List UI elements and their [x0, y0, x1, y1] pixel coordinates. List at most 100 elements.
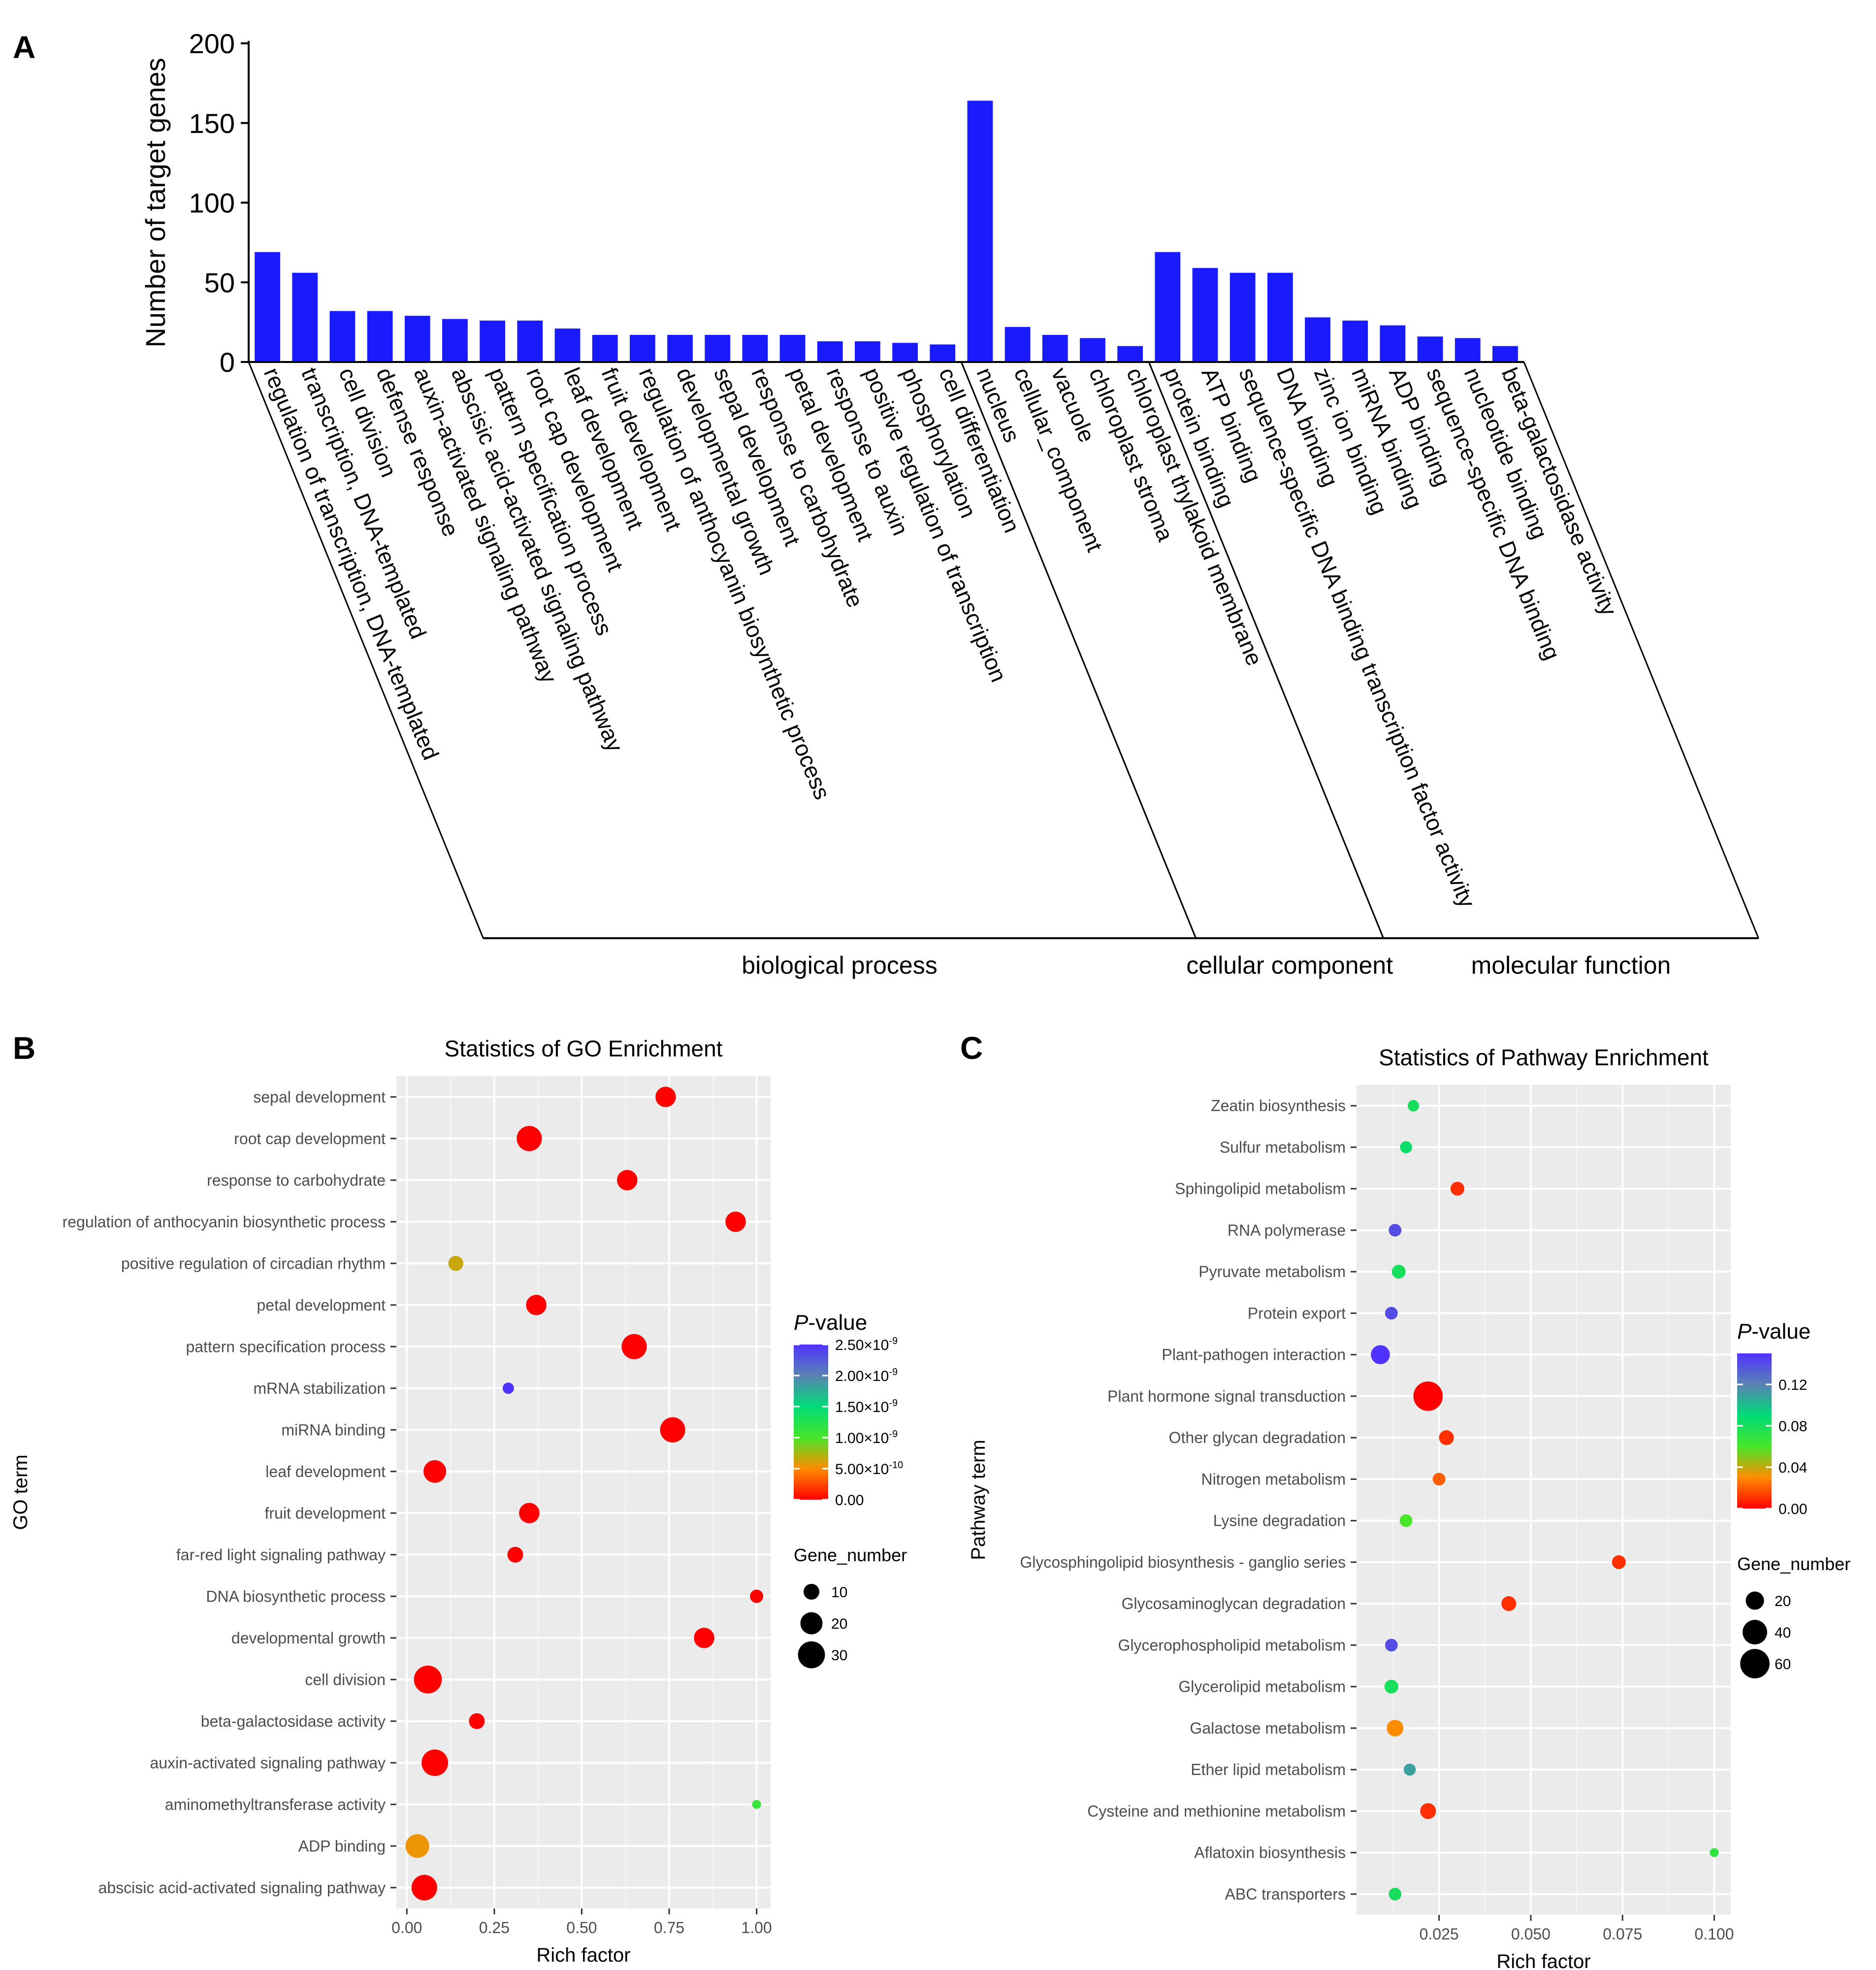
size-legend-title: Gene_number [794, 1545, 907, 1565]
term-label-glycerophospholipid-metabolism: Glycerophospholipid metabolism [1118, 1636, 1346, 1654]
point-root-cap-development [517, 1126, 542, 1151]
panel-label-b: B [13, 1030, 35, 1066]
point-developmental-growth [694, 1627, 714, 1648]
bar-sequence-specific-dna-binding [1417, 336, 1443, 362]
point-lysine-degradation [1399, 1514, 1413, 1527]
term-label-abscisic-acid-activated-signaling-pathway: abscisic acid-activated signaling pathwa… [98, 1879, 386, 1897]
group-label-molecular-function: molecular function [1471, 952, 1671, 979]
point-sulfur-metabolism [1400, 1141, 1412, 1153]
term-label-sepal-development: sepal development [253, 1088, 386, 1106]
size-legend-label: 10 [831, 1584, 847, 1601]
term-label-aminomethyltransferase-activity: aminomethyltransferase activity [165, 1796, 386, 1813]
y-tick-label: 100 [189, 188, 235, 219]
y-tick-label: 200 [189, 28, 235, 59]
bar-transcription-dna-templated [292, 272, 318, 362]
panel-label-c: C [960, 1030, 983, 1066]
panel-label-a: A [13, 30, 35, 65]
point-leaf-development [423, 1460, 447, 1483]
term-label-nitrogen-metabolism: Nitrogen metabolism [1201, 1470, 1346, 1488]
bar-response-to-auxin [817, 341, 843, 362]
bar-beta-galactosidase-activity [1492, 346, 1518, 362]
x-axis-title: Rich factor [536, 1944, 630, 1966]
color-legend-label: 0.00 [835, 1492, 864, 1509]
point-pattern-specification-process [621, 1334, 647, 1359]
bar-nucleus [967, 100, 993, 362]
point-mrna-stabilization [502, 1382, 514, 1394]
group-divider-right [1523, 361, 1759, 939]
term-label-protein-export: Protein export [1248, 1304, 1346, 1322]
size-legend-title: Gene_number [1737, 1554, 1850, 1574]
bar-cellular-component [1004, 327, 1031, 362]
color-legend-label: 1.50×10-9 [835, 1398, 898, 1415]
bar-positive-regulation-of-transcription [855, 341, 880, 362]
point-ether-lipid-metabolism [1403, 1763, 1416, 1776]
point-galactose-metabolism [1387, 1719, 1404, 1737]
term-label-positive-regulation-of-circadian-rhythm: positive regulation of circadian rhythm [121, 1254, 386, 1272]
point-protein-export [1385, 1307, 1398, 1320]
term-label-leaf-development: leaf development [265, 1463, 386, 1480]
color-legend-label: 1.00×10-9 [835, 1429, 898, 1446]
bar-chloroplast-stroma [1080, 338, 1105, 362]
color-legend-title: P-value [1737, 1319, 1811, 1344]
size-legend-dot [1746, 1591, 1764, 1610]
term-label-glycerolipid-metabolism: Glycerolipid metabolism [1178, 1678, 1346, 1696]
bar-chloroplast-thylakoid-membrane [1117, 346, 1143, 362]
x-tick-label: 0.25 [479, 1919, 510, 1937]
term-label-response-to-carbohydrate: response to carbohydrate [207, 1171, 386, 1189]
size-legend-label: 20 [1775, 1593, 1791, 1609]
term-label-cysteine-and-methionine-metabolism: Cysteine and methionine metabolism [1087, 1802, 1346, 1820]
color-legend-title: P-value [794, 1311, 867, 1335]
term-label-petal-development: petal development [257, 1296, 386, 1314]
point-pyruvate-metabolism [1391, 1265, 1406, 1279]
point-regulation-of-anthocyanin-biosynthetic-process [725, 1211, 746, 1232]
size-legend-dot [1743, 1620, 1767, 1644]
group-label-biological-process: biological process [742, 952, 937, 979]
color-legend-bar [794, 1345, 828, 1500]
group-divider-left [248, 361, 484, 939]
term-label-abc-transporters: ABC transporters [1225, 1885, 1346, 1903]
chart-title: Statistics of Pathway Enrichment [1379, 1045, 1709, 1070]
term-label-root-cap-development: root cap development [234, 1130, 386, 1148]
point-aflatoxin-biosynthesis [1710, 1848, 1719, 1857]
size-legend-dot [800, 1612, 823, 1635]
term-label-pyruvate-metabolism: Pyruvate metabolism [1198, 1263, 1346, 1280]
color-legend-label: 0.04 [1779, 1460, 1807, 1476]
term-label-glycosaminoglycan-degradation: Glycosaminoglycan degradation [1122, 1595, 1346, 1612]
color-legend-label: 0.12 [1779, 1377, 1807, 1393]
color-legend-label: 5.00×10-10 [835, 1460, 903, 1478]
bar-root-cap-development [517, 320, 543, 362]
color-legend-label: 2.00×10-9 [835, 1367, 898, 1384]
x-axis-title: Rich factor [1496, 1951, 1590, 1970]
x-tick-label: 1.00 [741, 1919, 772, 1937]
bar-fruit-development [592, 335, 618, 362]
color-legend-bar [1737, 1353, 1772, 1509]
term-label-beta-galactosidase-activity: beta-galactosidase activity [201, 1712, 386, 1730]
point-other-glycan-degradation [1439, 1430, 1454, 1445]
y-axis-title: Number of target genes [140, 58, 171, 347]
bar-protein-binding [1155, 252, 1181, 362]
point-zeatin-biosynthesis [1407, 1100, 1420, 1112]
point-sepal-development [655, 1086, 676, 1108]
y-tick-label: 0 [220, 347, 235, 378]
x-tick-label: 0.100 [1694, 1925, 1734, 1943]
term-label-plant-hormone-signal-transduction: Plant hormone signal transduction [1107, 1387, 1346, 1405]
term-label-lysine-degradation: Lysine degradation [1213, 1512, 1346, 1530]
point-response-to-carbohydrate [617, 1170, 638, 1191]
x-tick-label: 0.050 [1511, 1925, 1551, 1943]
point-petal-development [526, 1294, 547, 1315]
chart-title: Statistics of GO Enrichment [445, 1036, 723, 1061]
size-legend-dot [1740, 1649, 1770, 1678]
point-abscisic-acid-activated-signaling-pathway [411, 1874, 437, 1901]
x-tick-label: 0.00 [391, 1919, 422, 1937]
term-label-pattern-specification-process: pattern specification process [186, 1338, 386, 1355]
size-legend-label: 20 [831, 1616, 847, 1632]
group-divider-left [960, 361, 1197, 939]
term-label-galactose-metabolism: Galactose metabolism [1190, 1719, 1346, 1737]
go-enrichment-scatter: sepal development root cap development res… [10, 1036, 907, 1966]
size-legend-label: 40 [1775, 1625, 1791, 1641]
point-far-red-light-signaling-pathway [507, 1546, 523, 1563]
term-label-rna-polymerase: RNA polymerase [1228, 1221, 1346, 1239]
term-label-regulation-of-anthocyanin-biosynthetic-process: regulation of anthocyanin biosynthetic p… [63, 1213, 386, 1231]
bar-cell-differentiation [930, 344, 956, 362]
